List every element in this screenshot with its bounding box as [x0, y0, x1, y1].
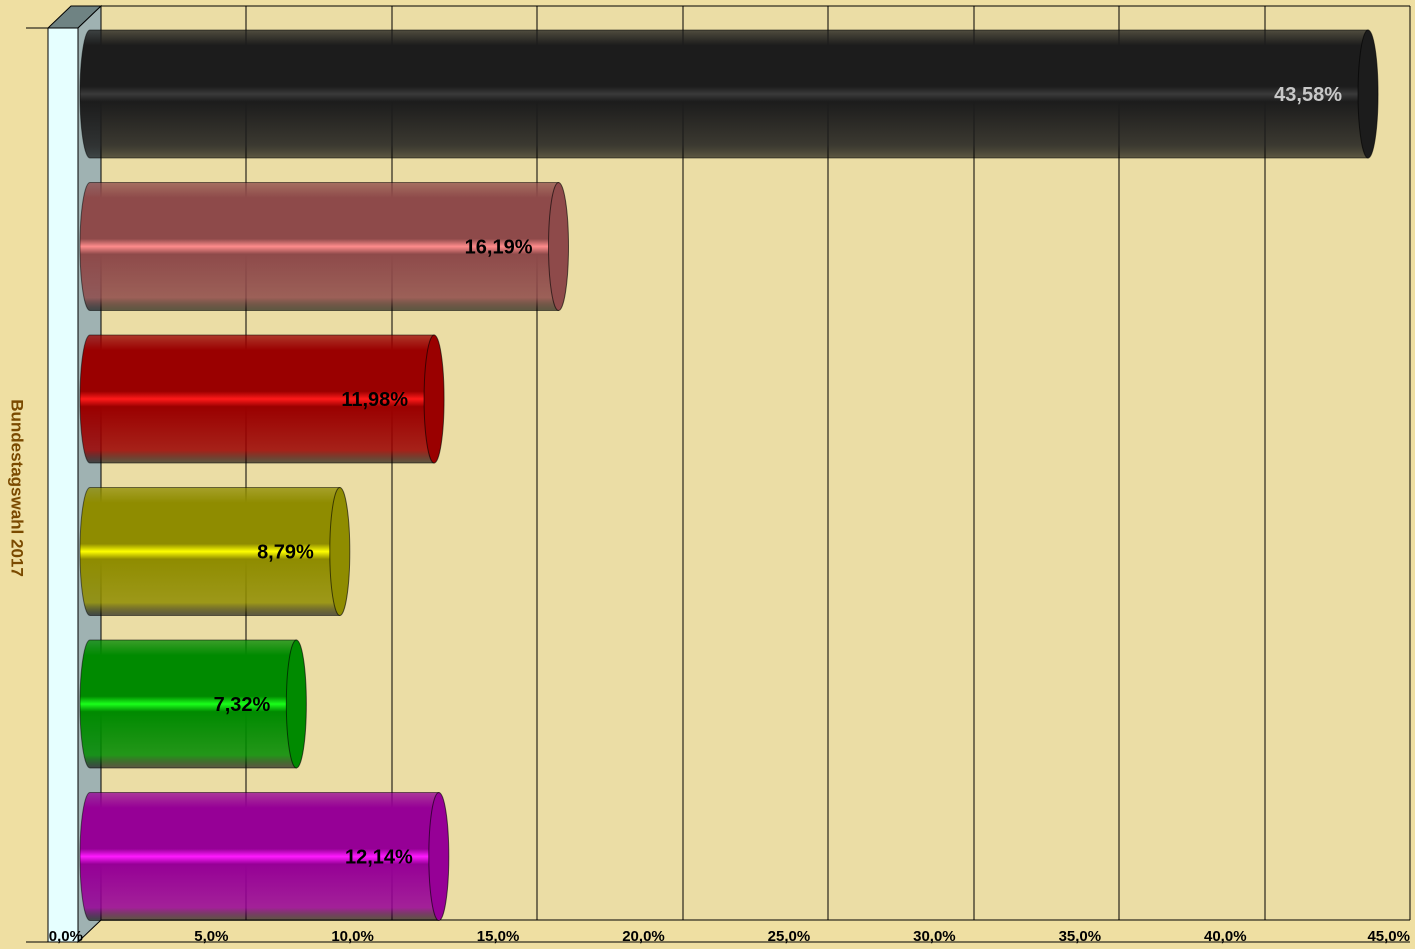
bar: 16,19%	[79, 182, 570, 311]
bar-cap	[329, 487, 351, 616]
tick-label: 0,0%	[49, 928, 83, 945]
y-axis-title: Bundestagswahl 2017	[8, 399, 27, 577]
bar: 12,14%	[79, 792, 450, 921]
tick-label: 35,0%	[1059, 928, 1102, 945]
tick-label: 5,0%	[194, 928, 228, 945]
bar-body	[79, 639, 297, 769]
wall-front	[47, 27, 79, 943]
tick-label: 20,0%	[622, 928, 665, 945]
bar: 8,79%	[79, 487, 351, 616]
tick-label: 10,0%	[331, 928, 374, 945]
tick-label: 15,0%	[477, 928, 520, 945]
bar-cap	[285, 639, 307, 769]
x-axis-ticks: 0,0% 5,0% 10,0% 15,0% 20,0% 25,0% 30,0% 35,0% 40…	[49, 928, 1410, 945]
bar-body	[79, 487, 341, 616]
tick-label: 25,0%	[768, 928, 811, 945]
bar-cap	[428, 792, 450, 921]
bar: 11,98%	[79, 334, 445, 464]
bar: 43,58%	[79, 29, 1379, 159]
tick-label: 40,0%	[1204, 928, 1247, 945]
data-label: 12,14%	[345, 847, 413, 869]
bar-cap	[423, 334, 445, 464]
tick-label: 45,0%	[1367, 928, 1410, 945]
bar-cap	[548, 182, 570, 311]
bar-body	[79, 792, 440, 921]
data-label: 16,19%	[465, 237, 533, 259]
bar: 7,32%	[79, 639, 307, 769]
bar-body	[79, 29, 1369, 159]
bar-body	[79, 334, 435, 464]
data-label: 43,58%	[1274, 84, 1342, 106]
data-label: 7,32%	[214, 694, 271, 716]
bar-body	[79, 182, 560, 311]
bars: 43,58% 16,19% 11,98% 8,79% 7,32% 12,14%	[79, 29, 1379, 921]
data-label: 11,98%	[341, 389, 408, 411]
data-label: 8,79%	[257, 542, 314, 564]
bar-cap	[1357, 29, 1379, 159]
tick-label: 30,0%	[913, 928, 956, 945]
